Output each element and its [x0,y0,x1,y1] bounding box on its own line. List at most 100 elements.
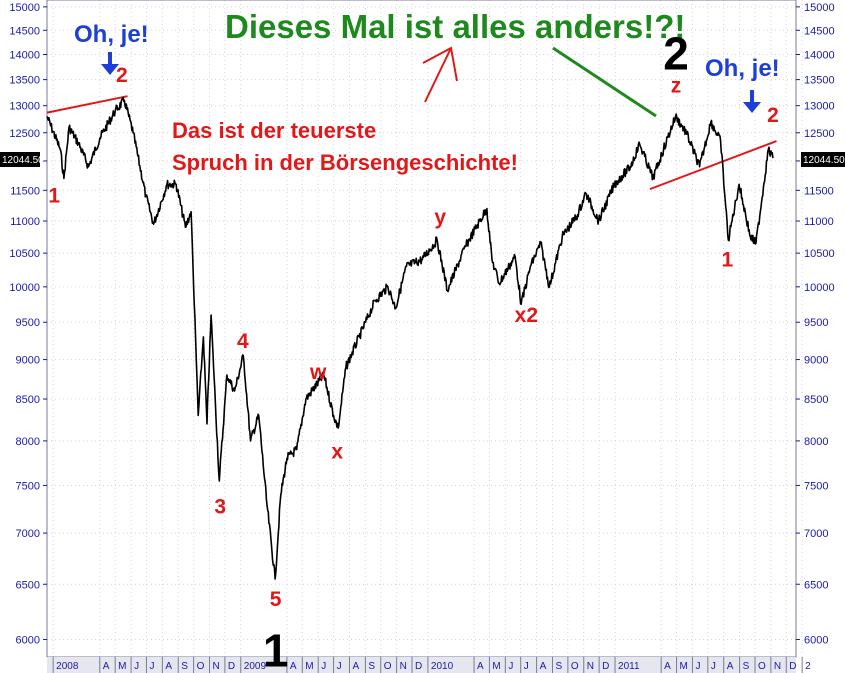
x-tick-label: N [587,661,594,672]
oh-je-left-text: Oh, je! [74,21,149,48]
quote-line-1: Das ist der teuerste [172,118,376,143]
y-tick-label-right: 8500 [804,394,828,406]
x-axis: 2008 A M J J A S O N D 2009 A M J J A S O N D 2010 A M J J A S O N D 2… [47,657,811,673]
wave-label: 2 [116,64,128,87]
y-tick-label-left: 12500 [9,128,40,140]
y-tick-label-right: 9500 [804,317,828,329]
x-tick-label: A [540,661,547,672]
wave-label: 3 [214,496,226,519]
y-tick-label-right: 13000 [804,101,835,113]
wave-label: x2 [515,304,538,327]
x-tick-label: D [415,661,422,672]
y-tick-label-left: 9000 [16,355,40,367]
price-series-line [46,96,774,580]
x-tick-label: N [400,661,407,672]
y-tick-label-right: 10000 [804,282,835,294]
x-tick-label: M [118,661,126,672]
x-tick-label: M [492,661,500,672]
y-tick-label-left: 7500 [16,480,40,492]
y-tick-label-left: 6000 [16,635,40,647]
resistance-line-2008 [46,95,128,114]
x-tick-label: A [290,661,297,672]
x-tick-label: 2008 [56,661,79,672]
x-tick-label: A [477,661,484,672]
pointer-arrow-red-icon [422,46,458,103]
y-tick-label-left: 14500 [9,25,40,37]
wave-label: z [671,75,682,98]
x-tick-label: J [524,661,529,672]
y-tick-label-left: 13500 [9,75,40,87]
wave-label: 1 [721,248,733,271]
x-tick-label: A [664,661,671,672]
y-tick-label-right: 6500 [804,579,828,591]
wave-label: w [309,361,327,384]
last-value-marker: 12044.50 12044.50 [0,152,845,167]
y-tick-label-right: 9000 [804,355,828,367]
x-tick-label: O [758,661,766,672]
wave-label: y [434,206,446,229]
y-tick-label-right: 15000 [804,2,835,14]
y-tick-label-right: 7000 [804,528,828,540]
x-tick-label: D [789,661,796,672]
grid-layer [47,0,803,657]
x-tick-label: A [727,661,734,672]
headline-text: Dieses Mal ist alles anders!?! [225,8,685,45]
y-tick-label-right: 14000 [804,50,835,62]
last-value-left: 12044.50 [2,155,44,166]
y-tick-label-left: 8500 [16,394,40,406]
resistance-line-2011 [649,140,777,191]
last-value-box-right [801,152,845,167]
y-tick-label-left: 10000 [9,282,40,294]
x-tick-label: O [571,661,579,672]
y-tick-label-left: 11500 [10,185,40,197]
x-tick-label: A [165,661,172,672]
x-tick-label: S [368,661,375,672]
last-value-right: 12044.50 [803,155,845,166]
x-tick-label: O [197,661,205,672]
x-tick-label: M [305,661,313,672]
y-tick-label-left: 6500 [16,579,40,591]
y-axis-right: 6000 6500 7000 7500 8000 8500 9000 9500 10000 105… [796,2,835,647]
y-tick-label-right: 12500 [804,128,835,140]
x-tick-label: N [774,661,781,672]
x-tick-label: D [602,661,609,672]
y-tick-label-left: 15000 [9,2,40,14]
x-tick-label: J [508,661,513,672]
x-tick-label: J [321,661,326,672]
x-axis-band [47,657,796,673]
x-tick-label: J [695,661,700,672]
wave-label: 4 [237,330,249,353]
pointer-line-green [552,46,657,118]
x-tick-label: S [555,661,562,672]
y-tick-label-left: 7000 [16,528,40,540]
x-tick-label: O [384,661,392,672]
x-tick-label: 2010 [431,661,454,672]
x-tick-label: 2009 [244,661,267,672]
y-tick-label-left: 9500 [16,317,40,329]
x-tick-label: J [711,661,716,672]
y-tick-label-right: 14500 [804,25,835,37]
oh-je-right-text: Oh, je! [705,55,780,82]
x-tick-label: J [337,661,342,672]
x-tick-label: A [103,661,110,672]
y-tick-label-left: 10500 [9,248,40,260]
y-tick-label-left: 11000 [10,216,40,228]
y-tick-label-left: 14000 [9,50,40,62]
down-arrow-right-icon [743,90,761,113]
x-tick-label: A [352,661,359,672]
y-tick-label-right: 10500 [804,248,835,260]
y-tick-label-right: 11000 [804,216,834,228]
trendline-layer [46,95,777,191]
y-tick-label-right: 7500 [804,480,828,492]
x-tick-label: N [213,661,220,672]
last-value-box-left [0,152,40,167]
series-layer [46,96,774,580]
y-tick-label-right: 13500 [804,75,835,87]
x-tick-label: J [134,661,139,672]
quote-line-2: Spruch in der Börsengeschichte! [172,150,518,175]
x-tick-label: S [743,661,750,672]
down-arrow-left-icon [101,52,119,75]
